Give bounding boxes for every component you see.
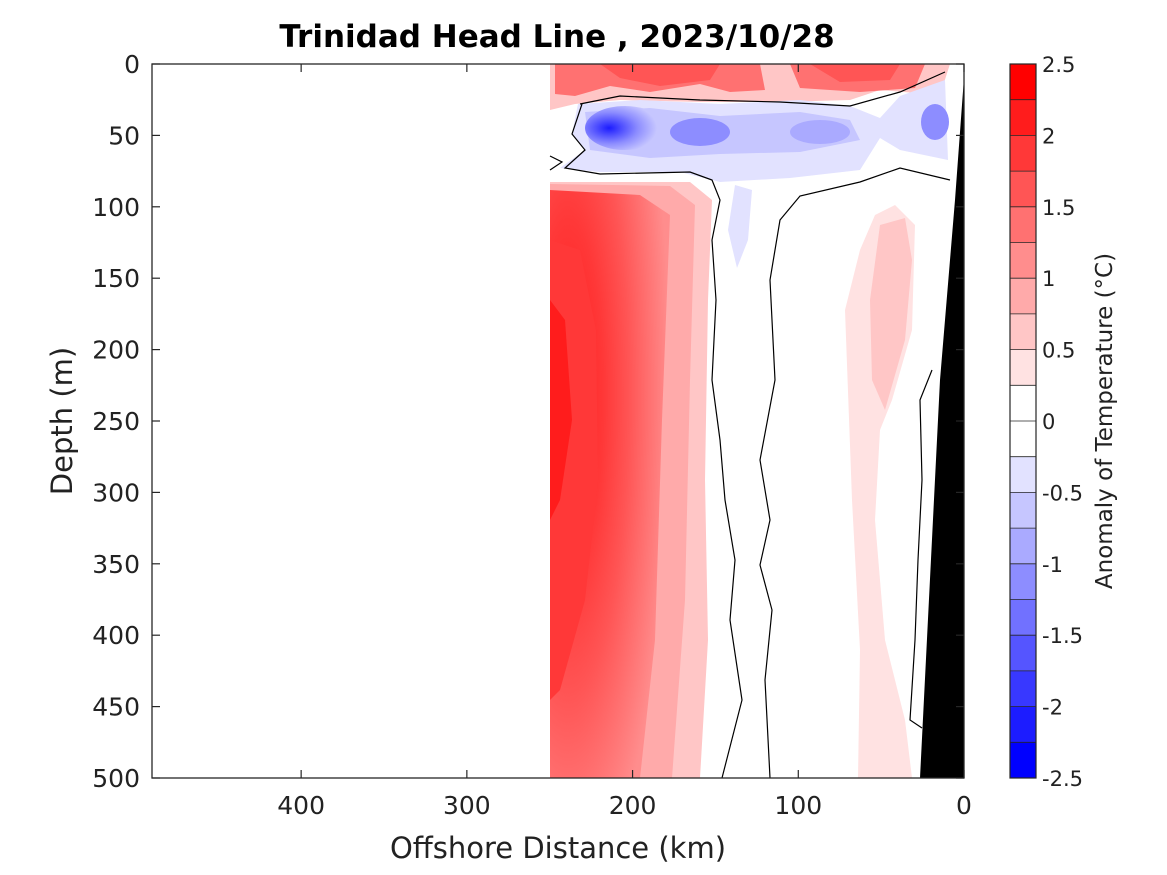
x-tick-label: 300	[443, 791, 491, 820]
zero-contour-cold-band	[563, 103, 743, 778]
x-tick-label: 400	[277, 791, 325, 820]
cold-band-core-2	[670, 118, 730, 146]
colorbar-tick-label: 0	[1042, 410, 1055, 434]
colorbar-swatch	[1010, 99, 1036, 136]
chart-title: Trinidad Head Line , 2023/10/28	[279, 19, 834, 55]
temperature-field	[549, 64, 964, 778]
colorbar-swatch	[1010, 456, 1036, 493]
colorbar-swatch	[1010, 706, 1036, 743]
colorbar-tick-label: -2.5	[1042, 767, 1083, 791]
y-tick-label: 0	[124, 50, 140, 79]
colorbar-tick-label: 1.5	[1042, 196, 1075, 220]
cold-band-plume	[728, 185, 752, 268]
cold-band-core-4	[921, 104, 949, 140]
colorbar-swatch	[1010, 742, 1036, 779]
colorbar	[1010, 64, 1036, 779]
colorbar-swatch	[1010, 563, 1036, 600]
colorbar-swatch	[1010, 599, 1036, 636]
y-tick-label: 200	[92, 336, 140, 365]
colorbar-swatch	[1010, 313, 1036, 351]
x-axis: 400 300 200 100 0	[277, 64, 972, 820]
zero-contour-surface	[579, 71, 946, 107]
y-tick-label: 300	[92, 478, 140, 507]
colorbar-swatch	[1010, 635, 1036, 672]
zero-contour-central	[759, 167, 951, 778]
colorbar-swatch	[1010, 278, 1036, 315]
x-tick-label: 100	[774, 791, 822, 820]
colorbar-swatch	[1010, 492, 1036, 529]
seafloor	[920, 77, 964, 778]
colorbar-tick-label: 0.5	[1042, 339, 1075, 363]
y-tick-label: 350	[92, 550, 140, 579]
colorbar-frame	[1009, 63, 1037, 779]
colorbar-swatch	[1010, 135, 1036, 172]
y-tick-label: 250	[92, 407, 140, 436]
x-tick-label: 200	[609, 791, 657, 820]
y-axis-label: Depth (m)	[45, 347, 79, 495]
zero-contour-small	[549, 155, 564, 171]
colorbar-label: Anomaly of Temperature (°C)	[1092, 253, 1118, 589]
y-tick-label: 450	[92, 693, 140, 722]
colorbar-tick-label: -0.5	[1042, 481, 1083, 505]
warm-surface-core-4	[810, 64, 900, 82]
warm-nearshore-core	[870, 218, 912, 410]
y-tick-label: 150	[92, 264, 140, 293]
warm-surface-core-2	[600, 64, 720, 86]
y-tick-label: 400	[92, 621, 140, 650]
colorbar-swatch	[1010, 528, 1036, 565]
y-tick-label: 100	[92, 193, 140, 222]
y-tick-label: 500	[92, 764, 140, 793]
colorbar-swatch	[1010, 242, 1036, 279]
colorbar-swatch	[1010, 349, 1036, 386]
colorbar-tick-label: -2	[1042, 696, 1063, 720]
warm-core-max	[550, 300, 572, 520]
colorbar-tick-label: -1.5	[1042, 624, 1083, 648]
x-tick-label: 0	[956, 791, 972, 820]
colorbar-swatch	[1010, 385, 1036, 422]
colorbar-swatch	[1010, 421, 1036, 458]
colorbar-swatch	[1010, 171, 1036, 208]
y-tick-label: 50	[108, 121, 140, 150]
colorbar-tick-label: 1	[1042, 267, 1055, 291]
colorbar-tick-label: 2.5	[1042, 53, 1075, 77]
colorbar-swatch	[1010, 64, 1036, 101]
colorbar-swatch	[1010, 670, 1036, 708]
cold-band-core	[585, 106, 665, 150]
colorbar-ticks: 2.5 2 1.5 1 0.5 0 -0.5 -1 -1.5 -2 -2.5	[1042, 53, 1083, 791]
zero-contour-nearshore	[909, 369, 933, 729]
colorbar-swatch	[1010, 206, 1036, 243]
colorbar-tick-label: -1	[1042, 553, 1063, 577]
y-axis: 0 50 100 150 200 250 300 350 400 450 500	[92, 50, 964, 793]
colorbar-tick-label: 2	[1042, 124, 1055, 148]
cold-band-core-3	[790, 120, 850, 144]
x-axis-label: Offshore Distance (km)	[390, 831, 726, 865]
